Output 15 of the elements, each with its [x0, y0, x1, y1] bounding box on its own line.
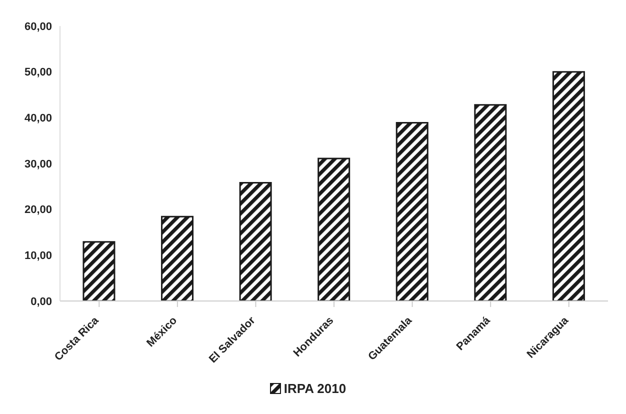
bar: [552, 71, 585, 301]
y-tick-label: 40,00: [24, 112, 52, 125]
y-tick-label: 10,00: [24, 250, 52, 262]
bar: [474, 104, 507, 301]
bar: [161, 216, 194, 301]
y-tick-label: 30,00: [24, 158, 52, 170]
bar: [318, 158, 350, 301]
bar: [239, 182, 272, 301]
bar: [396, 122, 428, 301]
y-tick-label: 50,00: [24, 66, 52, 79]
bar: [82, 241, 116, 301]
y-tick-label: 20,00: [24, 204, 52, 216]
legend-label: IRPA 2010: [284, 381, 346, 396]
y-tick-label: 60,00: [24, 20, 52, 33]
y-tick-label: 0,00: [30, 296, 52, 308]
